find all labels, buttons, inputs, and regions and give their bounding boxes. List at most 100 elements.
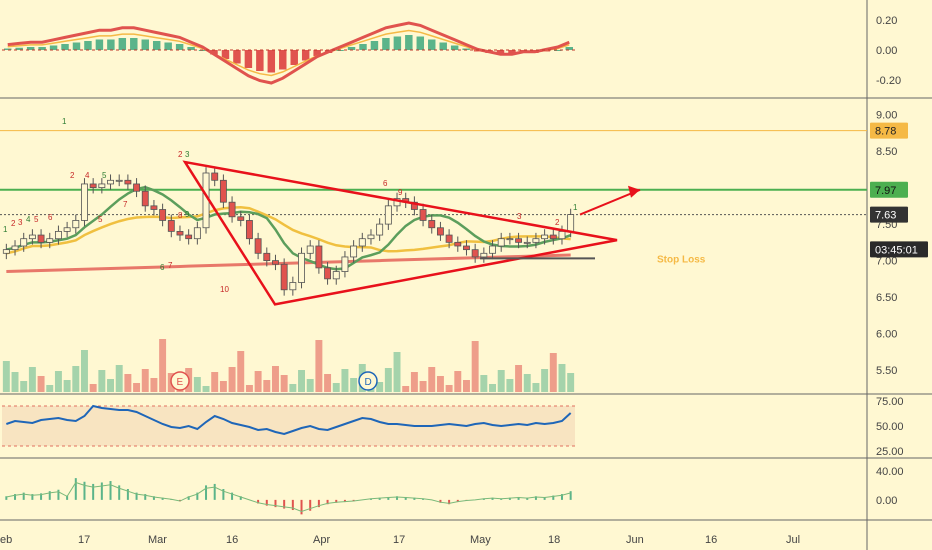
candle-body [107,179,114,185]
volume-bar [428,367,436,392]
candle-body [124,179,132,185]
candle-body [176,230,184,236]
volume-bar [384,368,392,392]
candle-body [558,230,566,240]
macd-histogram-bar [84,41,92,50]
macd-histogram-bar [152,41,161,50]
rsi-ytick-label: 25.00 [876,446,904,458]
volume-bar [350,378,358,392]
candle-body [46,238,54,243]
volume-bar [489,384,496,392]
ma-20-line [6,185,572,271]
candle-body [11,245,19,251]
x-axis-tick-label: 18 [548,534,560,546]
td-sequence-number: 9 [398,188,403,197]
volume-bar [20,381,28,392]
volume-bar [98,370,106,392]
oscillator-panel: 40.00 0.00 [5,466,904,515]
macd-histogram-bar [565,47,573,50]
volume-bar [124,374,132,392]
volume-bar [341,369,349,392]
macd-histogram-bar [141,39,149,50]
candle-body [245,220,253,240]
candle-body [185,234,193,240]
macd-histogram-bar [267,50,276,73]
td-sequence-number: 2 [178,150,183,159]
candle-body [54,230,62,240]
volume-bar [497,370,505,392]
volume-bar [289,384,297,392]
candle-body [341,256,349,272]
x-axis-tick-label: 16 [226,534,238,546]
volume-bar [567,373,575,392]
x-axis-tick-label: 16 [705,534,717,546]
candle-body [358,238,366,247]
td-sequence-number: 6 [383,179,388,188]
macd-signal-line [7,29,570,77]
volume-bar [298,370,305,392]
candle-body [219,179,227,203]
macd-ytick-label: 0.20 [876,15,897,27]
macd-histogram-bar [393,36,402,50]
macd-histogram-bar [347,47,356,50]
candle-body [37,234,45,243]
price-ytick-label: 7.00 [876,256,897,268]
candle-body [515,238,523,243]
volume-bar [393,352,401,392]
macd-histogram-bar [450,45,459,50]
volume-bar [315,340,323,392]
td-sequence-number: 3 [18,218,23,227]
candle-body [489,245,496,254]
macd-histogram-bar [233,50,241,64]
volume-bar [558,364,566,392]
td-sequence-number: 3 [185,150,190,159]
macd-line [7,21,570,85]
candle-body [463,245,470,251]
candle-body [445,234,453,243]
td-sequence-number: 5 [98,215,103,224]
price-ytick-label: 6.00 [876,329,897,341]
macd-histogram-bar [15,47,23,50]
volume-bar [324,374,332,392]
macd-histogram-bar [72,42,81,50]
macd-histogram-bar [439,42,447,50]
candle-body [28,234,36,240]
td-sequence-number: 6 [48,213,53,222]
macd-histogram-bar [462,48,470,50]
volume-bar [72,366,80,392]
macd-histogram-bar [244,50,253,68]
macd-histogram-bar [290,50,298,65]
price-scale-label-box [870,241,928,258]
macd-panel: 0.20 0.00 -0.20 [2,15,901,87]
candle-body [115,179,123,182]
candle-body [141,190,149,207]
macd-histogram-bar [187,47,195,50]
macd-histogram-bar [49,45,58,50]
x-axis-tick-label: eb [0,534,12,546]
volume-bar [436,376,444,392]
volume-bar [202,386,210,392]
candle-body [159,209,167,221]
td-sequence-number: 5 [34,215,39,224]
volume-bar [159,339,167,392]
candle-body [315,245,323,269]
volume-bar [245,385,253,392]
macd-histogram-bar [554,50,562,51]
macd-histogram-bar [428,39,436,50]
candle-body [471,249,479,258]
macd-histogram-bar [279,50,287,70]
macd-histogram-bar [210,50,218,55]
volume-bar [480,375,488,392]
td-sequence-number: 10 [220,285,229,294]
candle-body [324,267,332,280]
volume-bar [2,361,10,392]
x-axis-tick-label: 17 [393,534,405,546]
volume-bar [376,382,384,392]
macd-histogram-bar [175,44,184,50]
price-ytick-label: 6.50 [876,292,897,304]
candle-body [436,227,444,236]
volume-bar [11,372,19,392]
candle-body [63,227,71,232]
volume-bar [263,380,271,392]
